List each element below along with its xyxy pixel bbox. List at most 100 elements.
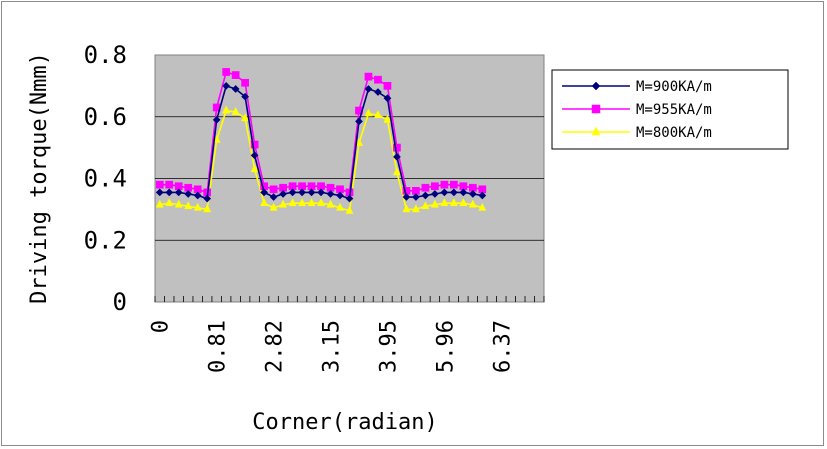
- y-tick-label: 0.4: [84, 165, 127, 193]
- x-tick-label: 3.15: [320, 320, 345, 373]
- data-point-diamond: [307, 188, 316, 197]
- legend: M=900KA/m M=955KA/m M=800KA/m: [551, 69, 789, 150]
- data-point-diamond: [212, 115, 221, 124]
- data-point-triangle: [421, 201, 430, 210]
- data-point-triangle: [459, 198, 468, 207]
- y-axis-title: Driving torque(Nmm): [27, 52, 52, 304]
- data-point-diamond: [468, 189, 477, 198]
- data-point-triangle: [222, 105, 231, 114]
- data-point-triangle: [468, 199, 477, 208]
- data-point-diamond: [364, 85, 373, 93]
- data-point-diamond: [355, 117, 363, 126]
- legend-item: M=955KA/m: [562, 102, 712, 118]
- x-tick-label: 3.95: [376, 320, 401, 373]
- data-point-triangle: [345, 205, 354, 214]
- data-point-triangle: [307, 198, 316, 207]
- x-tick-label: 5.96: [433, 320, 458, 373]
- data-point-triangle: [373, 110, 382, 119]
- legend-label: M=900KA/m: [636, 79, 712, 95]
- data-point-triangle: [279, 199, 288, 208]
- gridlines: [155, 116, 544, 241]
- data-point-diamond: [392, 152, 401, 161]
- data-point-triangle: [392, 167, 401, 176]
- x-tick-label: 0.81: [206, 320, 231, 373]
- data-point-diamond: [165, 188, 174, 197]
- data-point-square: [374, 75, 382, 84]
- data-point-triangle: [155, 199, 164, 208]
- x-tick-label: 2.82: [263, 320, 288, 373]
- data-point-diamond: [317, 188, 325, 197]
- y-axis-tick-labels: 0 0.2 0.4 0.6 0.8: [84, 41, 127, 316]
- data-point-diamond: [288, 188, 297, 197]
- series-M=955KA/m: [155, 68, 487, 197]
- data-point-square: [591, 104, 601, 114]
- data-point-triangle: [591, 126, 601, 136]
- data-point-square: [241, 78, 249, 87]
- data-point-diamond: [326, 189, 335, 198]
- data-point-triangle: [269, 202, 278, 211]
- data-point-triangle: [241, 113, 250, 122]
- data-point-square: [222, 68, 231, 76]
- data-point-triangle: [336, 202, 345, 211]
- x-axis-ticks: [154, 296, 545, 302]
- data-point-square: [421, 183, 430, 192]
- data-point-diamond: [222, 81, 231, 90]
- data-point-diamond: [260, 188, 269, 197]
- data-point-diamond: [459, 188, 468, 197]
- data-point-square: [383, 82, 392, 90]
- data-point-triangle: [364, 108, 373, 117]
- data-point-triangle: [317, 198, 326, 207]
- series-M=900KA/m: [155, 81, 487, 203]
- data-point-diamond: [193, 191, 202, 200]
- data-point-triangle: [478, 202, 487, 211]
- data-point-triangle: [430, 199, 439, 208]
- x-tick-label: 0: [149, 320, 174, 333]
- data-point-diamond: [155, 188, 164, 197]
- data-point-diamond: [411, 193, 420, 201]
- legend-item: M=900KA/m: [562, 79, 712, 95]
- data-point-diamond: [184, 189, 193, 198]
- data-point-square: [393, 143, 401, 152]
- data-point-square: [231, 71, 240, 79]
- legend-label: M=955KA/m: [636, 102, 712, 118]
- data-point-triangle: [174, 199, 183, 208]
- data-point-diamond: [279, 189, 288, 198]
- data-point-triangle: [165, 198, 174, 207]
- data-point-diamond: [298, 188, 307, 197]
- data-point-diamond: [241, 92, 250, 101]
- data-point-triangle: [326, 199, 335, 208]
- data-point-diamond: [231, 85, 240, 93]
- data-point-triangle: [440, 198, 449, 207]
- data-point-diamond: [336, 191, 344, 200]
- data-point-triangle: [184, 201, 193, 210]
- data-point-diamond: [250, 151, 259, 160]
- x-axis-title: Corner(radian): [252, 410, 437, 435]
- data-point-diamond: [402, 193, 411, 201]
- data-point-diamond: [449, 188, 458, 197]
- data-point-triangle: [250, 164, 259, 173]
- y-tick-label: 0: [113, 288, 127, 316]
- y-tick-label: 0.2: [84, 226, 127, 254]
- data-point-triangle: [383, 114, 392, 123]
- data-point-diamond: [374, 88, 382, 97]
- data-point-diamond: [440, 188, 449, 197]
- data-point-square: [155, 180, 164, 189]
- data-point-diamond: [203, 194, 212, 203]
- data-point-triangle: [402, 204, 411, 213]
- y-tick-label: 0.6: [84, 103, 127, 131]
- data-point-diamond: [421, 191, 430, 200]
- data-point-diamond: [478, 191, 487, 200]
- data-point-diamond: [345, 194, 354, 203]
- x-axis-tick-labels: 0 0.81 2.82 3.15 3.95 5.96 6.37: [149, 320, 516, 373]
- y-tick-label: 0.8: [84, 41, 127, 69]
- data-point-triangle: [193, 202, 202, 211]
- series-layer: [155, 68, 487, 214]
- x-tick-label: 6.37: [490, 320, 515, 373]
- data-point-triangle: [411, 204, 420, 213]
- data-point-diamond: [174, 188, 183, 197]
- data-point-square: [440, 180, 449, 189]
- data-point-triangle: [298, 198, 307, 207]
- data-point-square: [250, 140, 259, 149]
- data-point-square: [364, 72, 373, 81]
